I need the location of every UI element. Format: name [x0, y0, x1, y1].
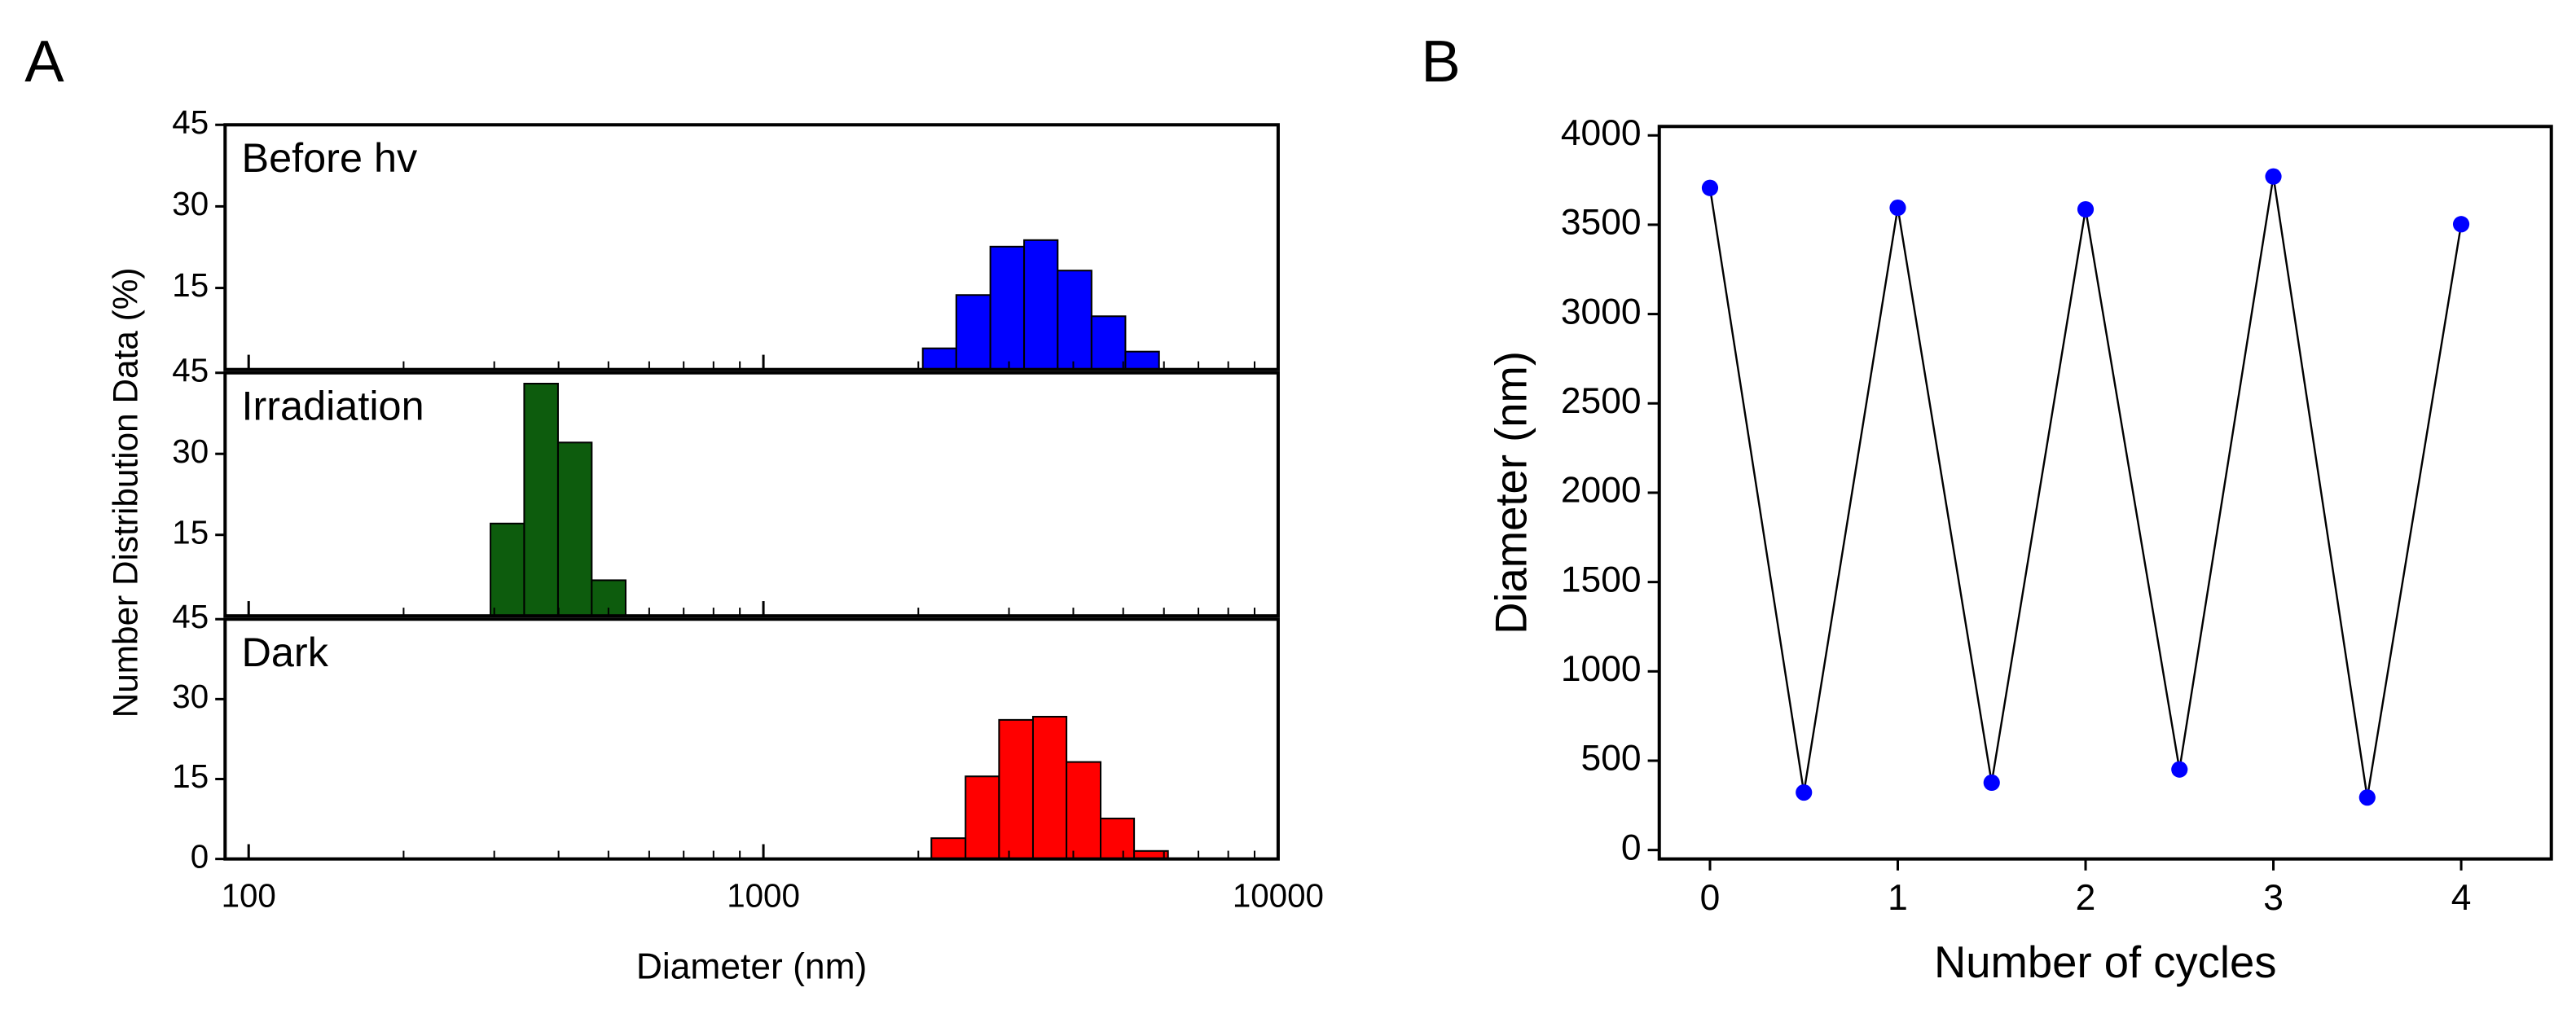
- y-tick-label: 45: [172, 598, 209, 635]
- data-point: [2358, 789, 2376, 806]
- histogram-bar: [989, 245, 1026, 371]
- y-tick-label: 1500: [1561, 560, 1642, 599]
- y-tick-label: 30: [172, 678, 209, 715]
- histogram-bar: [921, 347, 957, 371]
- histogram-bar: [955, 294, 991, 371]
- data-point: [1983, 774, 2000, 792]
- y-tick-label: 1000: [1561, 649, 1642, 689]
- panel-label: A: [24, 29, 64, 94]
- y-axis-title: Number Distribution Data (%): [107, 268, 145, 718]
- subplot-label: Before hv: [241, 134, 418, 181]
- x-tick-label: 1000: [727, 877, 800, 915]
- histogram-bar: [523, 383, 559, 617]
- y-axis-title: Diameter (nm): [1487, 351, 1536, 634]
- histogram-bar: [1099, 817, 1136, 860]
- x-tick-label: 10000: [1233, 877, 1324, 915]
- histogram-bar: [556, 441, 593, 617]
- data-point: [1889, 199, 1906, 217]
- plot-frame: [1657, 125, 2553, 861]
- data-point: [2077, 200, 2095, 218]
- histogram-bar: [1124, 350, 1160, 371]
- histogram-bar: [490, 522, 525, 617]
- y-tick-label: 15: [172, 266, 209, 304]
- x-tick-label: 4: [2451, 878, 2472, 918]
- data-point: [1701, 179, 1719, 196]
- y-tick-label: 0: [1621, 827, 1642, 867]
- y-tick-label: 3500: [1561, 203, 1642, 243]
- x-tick-label: 2: [2076, 878, 2096, 918]
- data-point: [2171, 761, 2188, 778]
- x-axis-title: Number of cycles: [1934, 937, 2277, 987]
- histogram-bar: [998, 718, 1034, 860]
- data-point: [2452, 216, 2470, 233]
- y-tick-label: 15: [172, 513, 209, 551]
- x-tick-label: 0: [1700, 878, 1721, 918]
- y-tick-label: 500: [1581, 739, 1642, 779]
- y-tick-label: 2500: [1561, 381, 1642, 421]
- histogram-bar: [1066, 761, 1102, 860]
- subplot-frame: [223, 123, 1280, 371]
- histogram-bar: [1023, 239, 1059, 371]
- data-line: [1708, 176, 2463, 798]
- data-point: [1796, 784, 1813, 801]
- panel-label: B: [1421, 29, 1460, 94]
- histogram-bar: [1057, 270, 1092, 371]
- y-tick-label: 2000: [1561, 471, 1642, 511]
- y-tick-label: 15: [172, 757, 209, 795]
- y-tick-label: 0: [191, 837, 209, 875]
- y-tick-label: 30: [172, 432, 209, 470]
- x-tick-label: 3: [2263, 878, 2284, 918]
- subplot-label: Dark: [241, 629, 328, 675]
- x-tick-label: 1: [1888, 878, 1908, 918]
- y-tick-label: 30: [172, 185, 209, 222]
- y-tick-label: 45: [172, 103, 209, 141]
- subplot-frame: [223, 617, 1280, 861]
- subplot-label: Irradiation: [241, 382, 424, 428]
- data-point: [2265, 168, 2282, 185]
- histogram-bar: [965, 775, 1000, 860]
- y-tick-label: 3000: [1561, 292, 1642, 331]
- histogram-bar: [1031, 715, 1068, 860]
- x-tick-label: 100: [222, 877, 276, 915]
- histogram-bar: [1090, 315, 1127, 371]
- y-tick-label: 4000: [1561, 113, 1642, 153]
- subplot-frame: [223, 371, 1280, 618]
- y-tick-label: 45: [172, 351, 209, 388]
- x-axis-title: Diameter (nm): [636, 946, 867, 986]
- histogram-bar: [930, 837, 967, 860]
